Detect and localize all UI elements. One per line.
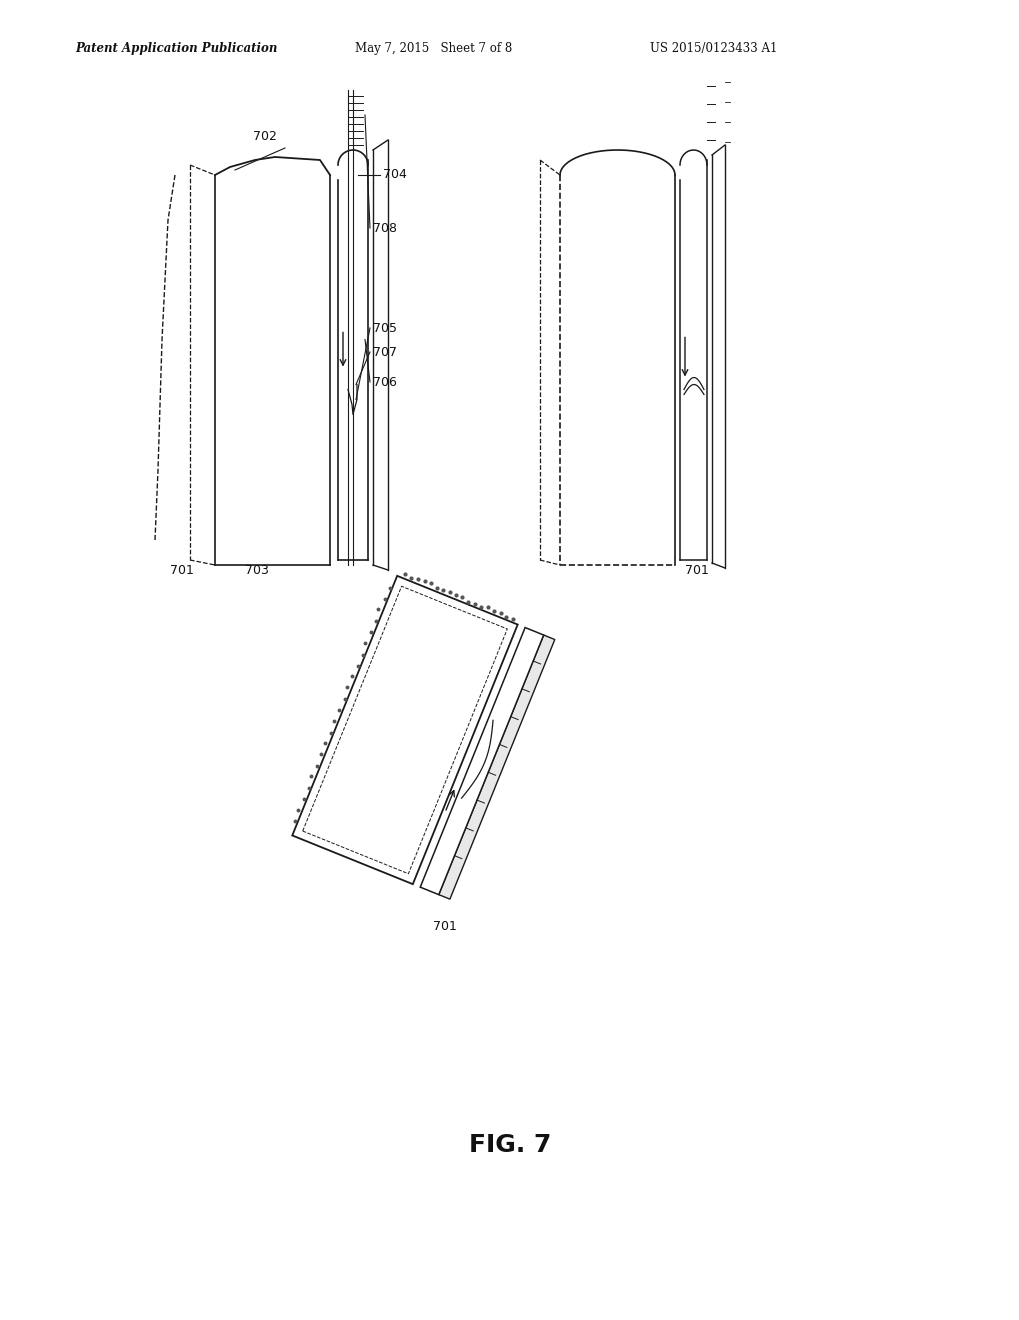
Text: 708: 708 xyxy=(373,222,396,235)
Text: 702: 702 xyxy=(253,129,276,143)
Polygon shape xyxy=(438,635,554,899)
Text: FIG. 7: FIG. 7 xyxy=(469,1133,550,1158)
Text: 705: 705 xyxy=(373,322,396,335)
Text: 701: 701 xyxy=(170,564,194,577)
Text: 707: 707 xyxy=(373,346,396,359)
Text: May 7, 2015   Sheet 7 of 8: May 7, 2015 Sheet 7 of 8 xyxy=(355,42,512,55)
Text: US 2015/0123433 A1: US 2015/0123433 A1 xyxy=(649,42,776,55)
Polygon shape xyxy=(420,627,543,895)
Text: 701: 701 xyxy=(432,920,457,933)
Text: 703: 703 xyxy=(245,564,269,577)
Text: 706: 706 xyxy=(373,376,396,389)
Text: Patent Application Publication: Patent Application Publication xyxy=(75,42,277,55)
Polygon shape xyxy=(292,576,518,884)
Text: 701: 701 xyxy=(685,564,708,577)
Text: 704: 704 xyxy=(382,168,407,181)
